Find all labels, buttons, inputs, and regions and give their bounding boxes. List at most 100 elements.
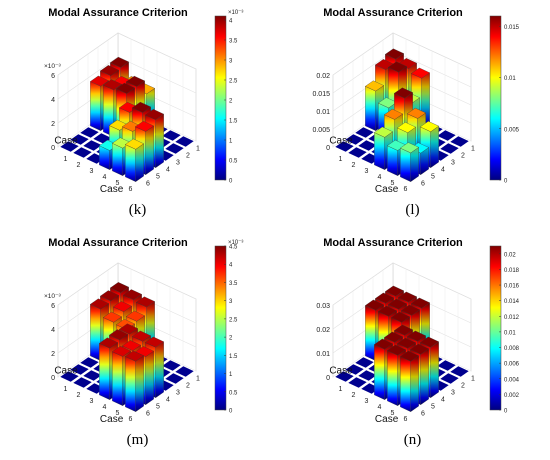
xlabel: Case (375, 184, 399, 195)
colorbar-tick-label: 2 (229, 99, 233, 105)
colorbar (489, 15, 502, 181)
chart-title: Modal Assurance Criterion (48, 237, 188, 249)
panel-k: Modal Assurance Criterion 0 2 4 6 ×10⁻³ 1 1 2 2 3 3… (0, 0, 275, 230)
colorbar-tick-label: 2.5 (229, 79, 238, 85)
x-tick-label: 3 (90, 168, 94, 175)
bar (81, 139, 104, 152)
ylabel: Case (329, 365, 353, 376)
bar (356, 369, 379, 382)
z-tick-label: 0.01 (316, 109, 330, 116)
colorbar-tick-label: 1.5 (229, 354, 238, 360)
colorbar (214, 245, 227, 411)
x-tick-label: 5 (391, 410, 395, 417)
x-tick-label: 6 (129, 186, 133, 193)
bar (163, 142, 186, 155)
bar (58, 370, 81, 383)
colorbar-tick-label: 0.018 (504, 268, 520, 274)
bar (353, 126, 376, 139)
colorbar-tick-label: 0.015 (504, 25, 520, 31)
y-tick-label: 2 (186, 383, 190, 390)
z-tick-label: 0.02 (316, 73, 330, 80)
colorbar-tick-label: 0.002 (504, 393, 520, 399)
y-tick-label: 4 (166, 397, 170, 404)
y-tick-label: 1 (196, 376, 200, 383)
colorbar-tick-label: 0.5 (229, 390, 238, 396)
bars (333, 48, 471, 182)
colorbar-tick-label: 0.02 (504, 252, 516, 258)
colorbar-exponent: ×10⁻³ (228, 10, 243, 16)
z-exponent: ×10⁻³ (44, 293, 61, 300)
colorbar-tick-label: 3.5 (229, 39, 238, 45)
bar (400, 142, 419, 182)
colorbar (489, 245, 502, 411)
z-tick-label: 0.02 (316, 327, 330, 334)
bar (71, 376, 94, 389)
x-tick-label: 3 (365, 398, 369, 405)
bar (333, 370, 356, 383)
colorbar-tick-label: 1 (229, 372, 233, 378)
mac-chart: Modal Assurance Criterion0246×10⁻³112233… (44, 237, 243, 425)
bar (58, 140, 81, 153)
colorbar-tick-label: 0.006 (504, 362, 520, 368)
bar (125, 138, 144, 182)
panel-m: Modal Assurance Criterion 0 2 4 6 ×10⁻³ 1 1 2 2 3 3… (0, 230, 275, 460)
z-tick-label: 4 (51, 97, 55, 104)
bar (356, 139, 379, 152)
colorbar-tick-label: 0.004 (504, 377, 520, 383)
x-tick-label: 5 (116, 410, 120, 417)
y-tick-label: 1 (471, 146, 475, 153)
z-tick-label: 0.01 (316, 351, 330, 358)
colorbar-tick-label: 3.5 (229, 281, 238, 287)
y-tick-label: 6 (146, 181, 150, 188)
chart-title: Modal Assurance Criterion (323, 237, 463, 249)
panel-label: (m) (126, 432, 149, 448)
y-tick-label: 6 (421, 181, 425, 188)
bar (173, 135, 196, 148)
y-tick-label: 1 (196, 146, 200, 153)
z-tick-label: 2 (51, 121, 55, 128)
y-tick-label: 6 (421, 411, 425, 418)
y-tick-label: 2 (461, 383, 465, 390)
y-tick-label: 3 (451, 160, 455, 167)
mac-chart: Modal Assurance Criterion 0 0.01 0.02 0.03 1 1… (316, 237, 520, 425)
x-tick-label: 3 (90, 398, 94, 405)
bar (435, 359, 458, 372)
colorbar-tick-label: 0.005 (504, 127, 520, 133)
panel-label: (n) (403, 432, 422, 448)
bar (160, 129, 183, 142)
x-tick-label: 1 (64, 386, 68, 393)
bar (71, 146, 94, 159)
bar (435, 129, 458, 142)
y-tick-label: 4 (166, 167, 170, 174)
bar (125, 350, 144, 412)
panel-label: (k) (128, 202, 147, 218)
bars (58, 56, 196, 182)
chart-title: Modal Assurance Criterion (48, 7, 188, 19)
colorbar-tick-label: 4 (229, 19, 233, 25)
z-tick-label: 6 (51, 303, 55, 310)
y-tick-label: 3 (176, 160, 180, 167)
bar (68, 363, 91, 376)
x-tick-label: 6 (404, 416, 408, 423)
mac-chart: Modal Assurance Criterion0246×10⁻³112233… (44, 7, 243, 195)
y-tick-label: 5 (431, 174, 435, 181)
z-tick-label: 6 (51, 73, 55, 80)
colorbar-tick-label: 0.01 (504, 76, 516, 82)
x-tick-label: 5 (391, 180, 395, 187)
bar (353, 356, 376, 369)
x-tick-label: 4 (378, 174, 382, 181)
colorbar-tick-label: 3 (229, 299, 233, 305)
chart-title: Modal Assurance Criterion (323, 7, 463, 19)
x-tick-label: 5 (116, 180, 120, 187)
bars (58, 282, 196, 412)
y-tick-label: 2 (186, 153, 190, 160)
colorbar-tick-label: 0.012 (504, 315, 520, 321)
panel-l: Modal Assurance Criterion 0 0.005 0.01 0.015… (275, 0, 550, 230)
xlabel: Case (375, 414, 399, 425)
x-tick-label: 3 (365, 168, 369, 175)
x-tick-label: 2 (352, 392, 356, 399)
colorbar-exponent: ×10⁻³ (228, 240, 243, 246)
x-tick-label: 1 (339, 156, 343, 163)
ylabel: Case (54, 135, 78, 146)
